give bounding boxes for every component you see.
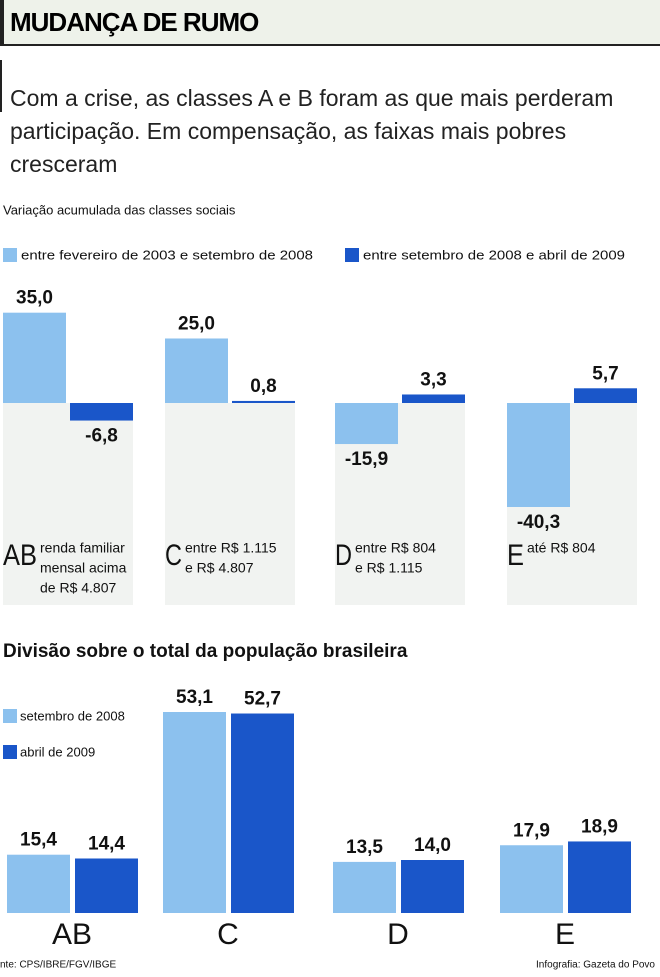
category-label: E (507, 539, 524, 572)
bar (402, 394, 465, 403)
panel (165, 403, 295, 605)
category-note: de R$ 4.807 (40, 580, 116, 596)
category-note: renda familiar (40, 540, 125, 556)
value-label: 17,9 (513, 820, 550, 841)
rule (0, 60, 2, 112)
legend-swatch (345, 248, 359, 262)
category-note: mensal acima (40, 560, 127, 576)
category-label: C (165, 539, 182, 572)
legend-swatch (3, 745, 17, 759)
category-note: até R$ 804 (527, 540, 596, 556)
bar (165, 338, 228, 403)
bar (3, 312, 66, 403)
credit: Infografia: Gazeta do Povo (536, 960, 655, 971)
page-title: MUDANÇA DE RUMO (0, 0, 660, 46)
value-label: 14,0 (414, 835, 451, 856)
bar (75, 858, 138, 913)
value-label: 13,5 (346, 837, 383, 858)
category-note: entre R$ 804 (355, 540, 436, 556)
bar (232, 400, 295, 403)
legend-label: entre fevereiro de 2003 e setembro de 20… (21, 248, 313, 262)
value-label: 18,9 (581, 816, 618, 837)
bar (7, 854, 70, 913)
category-label: D (335, 539, 352, 572)
bar (401, 860, 464, 913)
category-note: e R$ 1.115 (355, 560, 423, 576)
bar (507, 403, 570, 507)
value-label: 3,3 (420, 369, 446, 390)
category-note: entre R$ 1.115 (185, 540, 277, 556)
value-label: 35,0 (16, 288, 53, 309)
legend-swatch (3, 709, 17, 723)
chart-title: Variação acumulada das classes sociais (3, 202, 236, 217)
value-label: 25,0 (178, 313, 215, 334)
bar (333, 861, 396, 913)
value-label: 52,7 (244, 689, 281, 710)
value-label: -15,9 (345, 449, 388, 470)
bar (568, 841, 631, 913)
category-label: E (555, 918, 575, 951)
bar (231, 713, 294, 913)
value-label: -6,8 (85, 426, 118, 447)
value-label: 53,1 (176, 687, 213, 708)
category-label: C (217, 918, 239, 951)
category-label: AB (3, 539, 37, 572)
page-subtitle: Com a crise, as classes A e B foram as q… (10, 85, 614, 177)
value-label: 14,4 (88, 834, 125, 855)
value-label: 0,8 (250, 376, 276, 397)
source: nte: CPS/IBRE/FGV/IBGE (0, 960, 116, 971)
bar (163, 712, 226, 913)
legend-swatch (3, 248, 17, 262)
legend-label: entre setembro de 2008 e abril de 2009 (363, 248, 625, 262)
category-note: e R$ 4.807 (185, 560, 254, 576)
bar (500, 845, 563, 913)
value-label: -40,3 (517, 512, 560, 533)
category-label: D (387, 918, 409, 951)
value-label: 5,7 (592, 363, 618, 384)
bar (574, 388, 637, 403)
panel (3, 403, 133, 605)
value-label: 15,4 (20, 830, 57, 851)
bar (335, 403, 398, 445)
legend-label: abril de 2009 (20, 744, 95, 759)
category-label: AB (52, 918, 92, 951)
legend-label: setembro de 2008 (20, 708, 125, 723)
chart-title: Divisão sobre o total da população brasi… (3, 641, 408, 662)
bar (70, 403, 133, 421)
